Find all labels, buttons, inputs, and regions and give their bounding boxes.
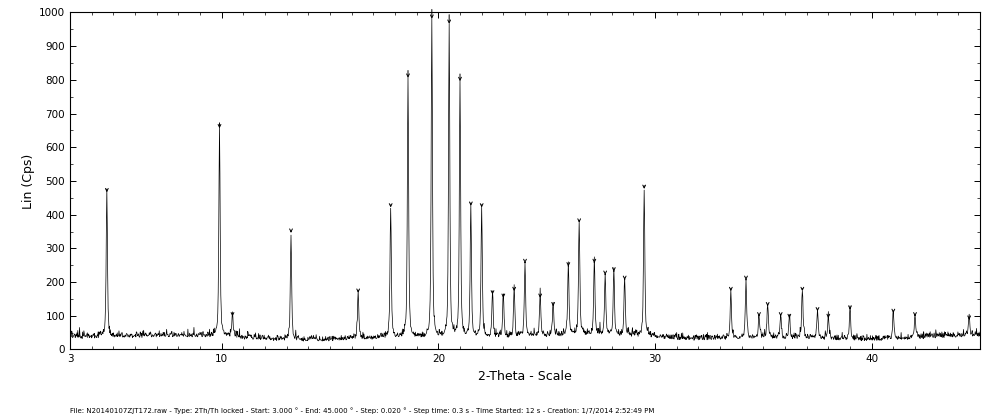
Text: File: N20140107ZJT172.raw - Type: 2Th/Th locked - Start: 3.000 ° - End: 45.000 °: File: N20140107ZJT172.raw - Type: 2Th/Th… [70,407,654,414]
X-axis label: 2-Theta - Scale: 2-Theta - Scale [478,370,572,383]
Y-axis label: Lin (Cps): Lin (Cps) [22,154,35,208]
